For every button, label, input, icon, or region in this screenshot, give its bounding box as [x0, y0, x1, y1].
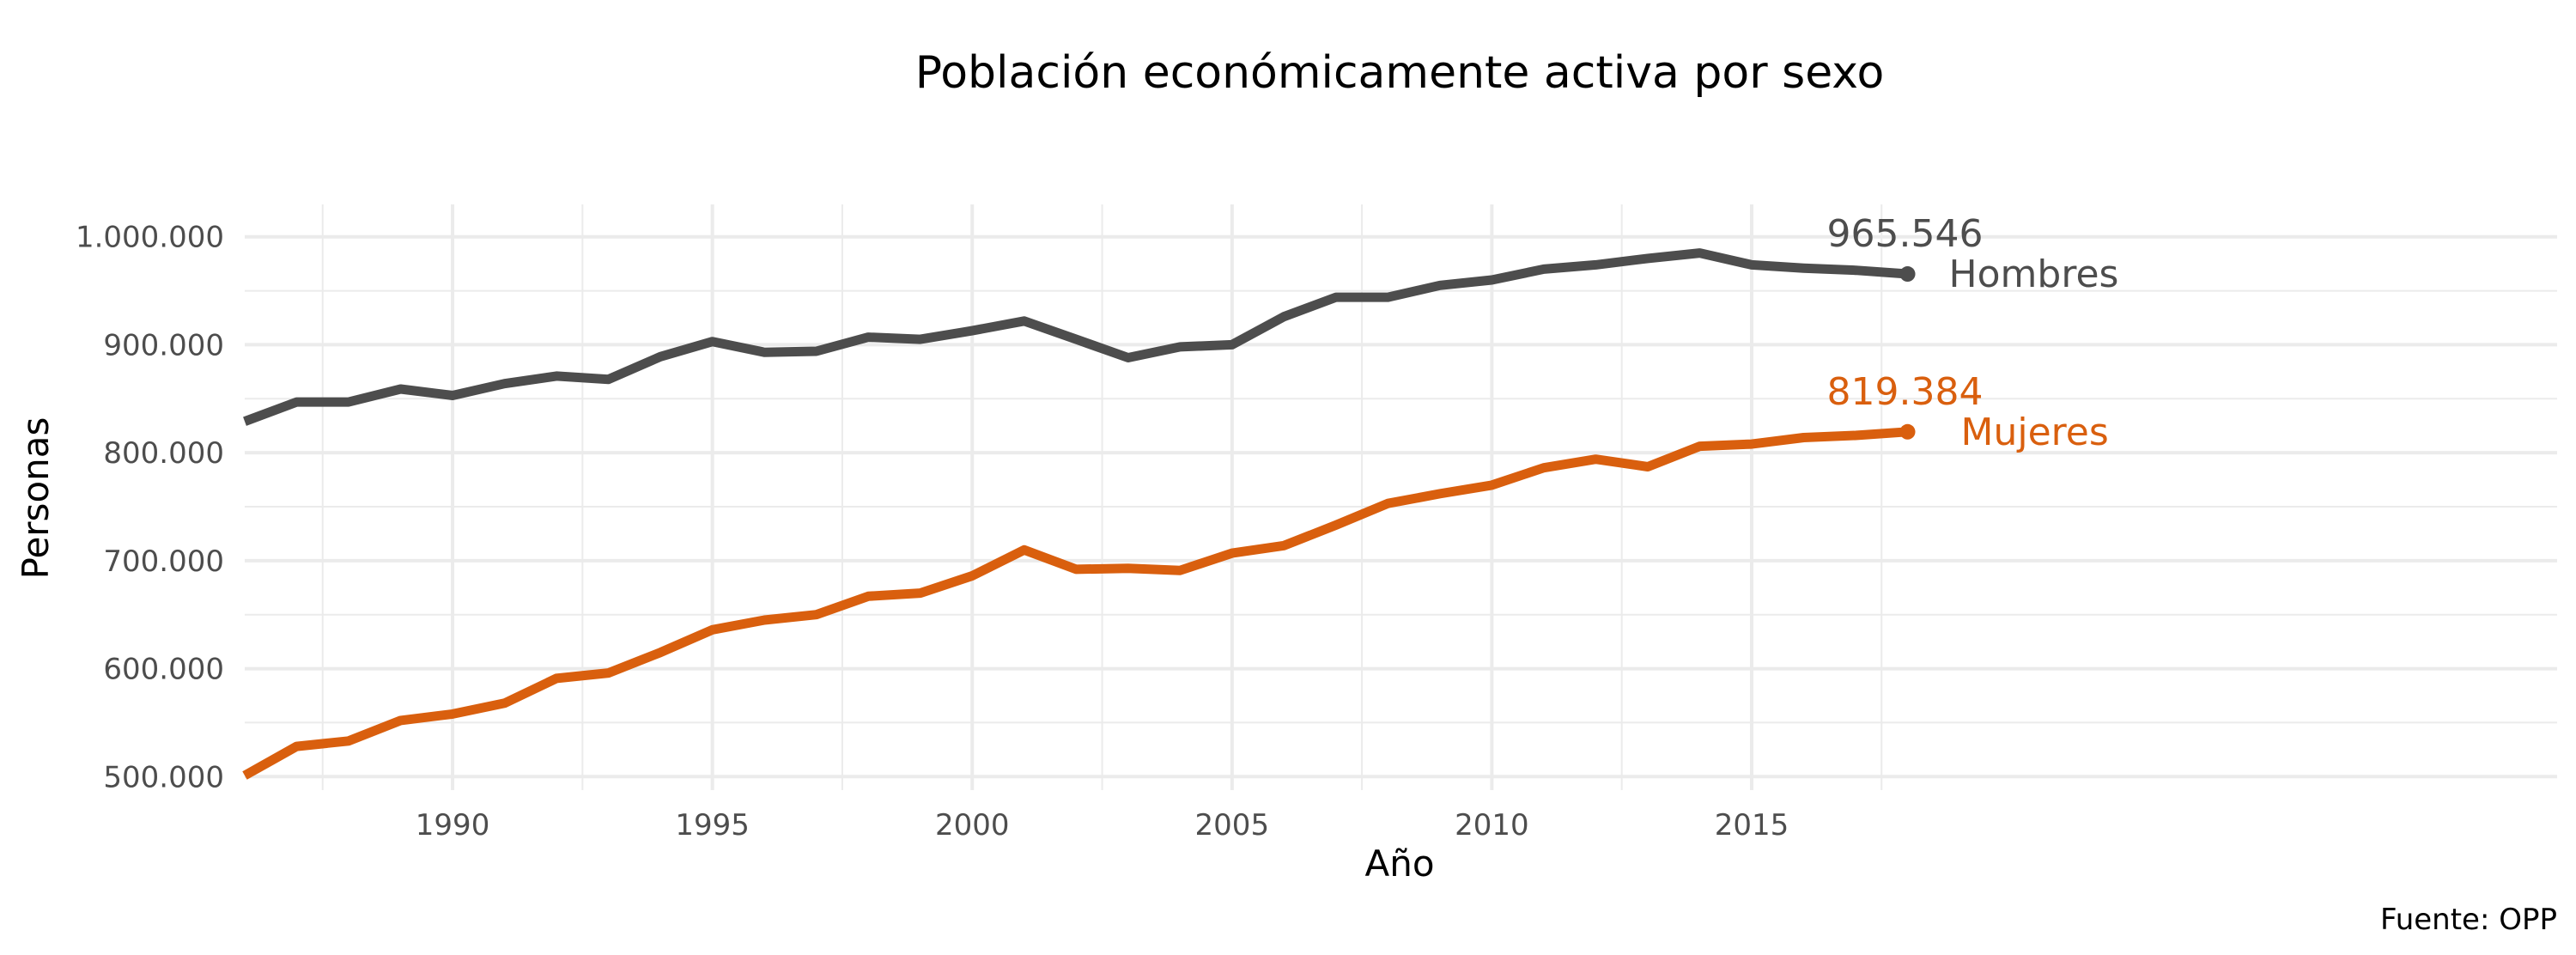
- y-tick-label: 700.000: [103, 544, 224, 579]
- x-tick-label: 2000: [935, 808, 1010, 842]
- grid: [245, 204, 2557, 790]
- x-tick-label: 2015: [1715, 808, 1789, 842]
- end-value-label: 965.546: [1827, 212, 1984, 256]
- x-tick-label: 2005: [1195, 808, 1270, 842]
- y-axis-title: Personas: [15, 417, 57, 580]
- chart-caption: Fuente: OPP: [2380, 903, 2557, 937]
- x-tick-label: 1995: [675, 808, 750, 842]
- axis-ticks: 1990 1995 2000 2005 2010 2015 500.000 600.000 70…: [76, 221, 1789, 842]
- series-end-point: [1899, 266, 1916, 283]
- y-tick-label: 1.000.000: [76, 221, 224, 255]
- series-name-label: Mujeres: [1961, 411, 2109, 454]
- end-value-label: 819.384: [1827, 370, 1984, 414]
- y-tick-label: 500.000: [103, 760, 224, 794]
- y-tick-label: 800.000: [103, 436, 224, 471]
- y-tick-label: 900.000: [103, 328, 224, 362]
- y-tick-label: 600.000: [103, 653, 224, 687]
- chart-title: Población económicamente activa por sexo: [915, 47, 1885, 99]
- series-line-hombres: [243, 248, 1908, 426]
- series-line-mujeres: [242, 427, 1908, 780]
- x-tick-label: 1990: [416, 808, 490, 842]
- x-tick-label: 2010: [1455, 808, 1529, 842]
- series-group: [242, 248, 1916, 780]
- series-end-point: [1899, 423, 1916, 440]
- x-axis-title: Año: [1364, 842, 1434, 885]
- series-name-label: Hombres: [1949, 252, 2119, 296]
